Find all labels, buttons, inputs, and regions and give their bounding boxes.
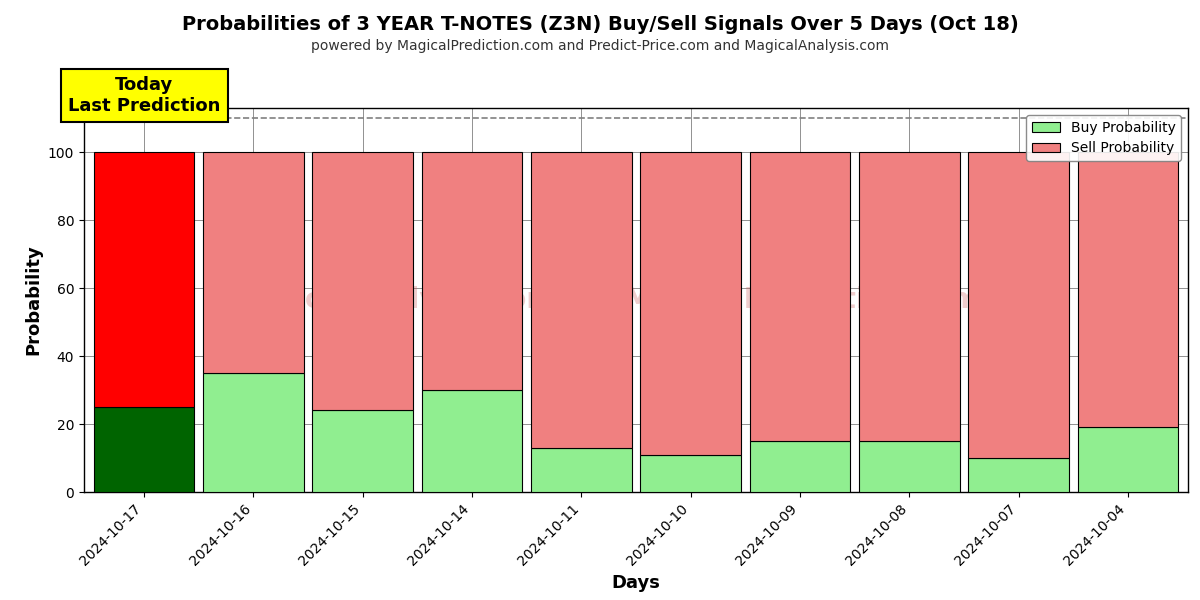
- Text: powered by MagicalPrediction.com and Predict-Price.com and MagicalAnalysis.com: powered by MagicalPrediction.com and Pre…: [311, 39, 889, 53]
- Bar: [1078, 427, 1178, 492]
- Bar: [532, 448, 631, 492]
- Bar: [94, 407, 194, 492]
- Bar: [750, 152, 851, 441]
- Bar: [859, 441, 960, 492]
- Bar: [859, 152, 960, 441]
- Bar: [421, 390, 522, 492]
- Text: MagicalAnalysis.com: MagicalAnalysis.com: [230, 286, 557, 314]
- Bar: [421, 152, 522, 390]
- Text: Probabilities of 3 YEAR T-NOTES (Z3N) Buy/Sell Signals Over 5 Days (Oct 18): Probabilities of 3 YEAR T-NOTES (Z3N) Bu…: [181, 15, 1019, 34]
- Text: MagicalPrediction.com: MagicalPrediction.com: [623, 286, 980, 314]
- Bar: [968, 152, 1069, 458]
- Bar: [641, 152, 740, 455]
- Bar: [312, 152, 413, 410]
- Bar: [750, 441, 851, 492]
- Bar: [94, 152, 194, 407]
- Bar: [1078, 152, 1178, 427]
- Bar: [641, 455, 740, 492]
- Y-axis label: Probability: Probability: [24, 245, 42, 355]
- Bar: [203, 373, 304, 492]
- Bar: [968, 458, 1069, 492]
- Bar: [312, 410, 413, 492]
- Legend: Buy Probability, Sell Probability: Buy Probability, Sell Probability: [1026, 115, 1181, 161]
- X-axis label: Days: Days: [612, 574, 660, 592]
- Bar: [532, 152, 631, 448]
- Bar: [203, 152, 304, 373]
- Text: Today
Last Prediction: Today Last Prediction: [68, 76, 221, 115]
